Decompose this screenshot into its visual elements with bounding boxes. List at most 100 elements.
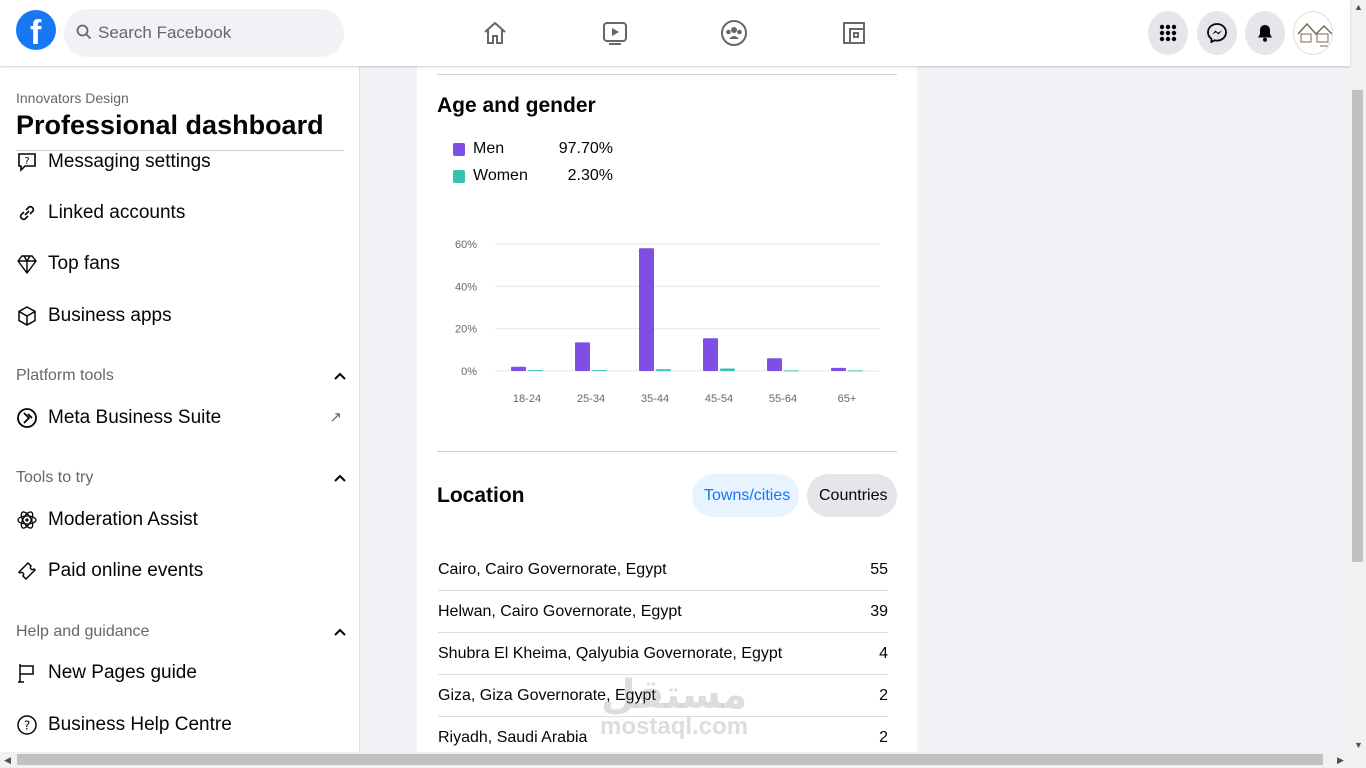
bar-women	[656, 369, 671, 371]
scroll-right-arrow-icon[interactable]: ▶	[1337, 755, 1344, 765]
tab-countries[interactable]: Countries	[807, 474, 897, 517]
svg-text:?: ?	[24, 719, 30, 733]
section-label: Help and guidance	[16, 623, 150, 640]
location-place: Cairo, Cairo Governorate, Egypt	[438, 560, 667, 578]
location-place: Shubra El Kheima, Qalyubia Governorate, …	[438, 644, 783, 662]
sidebar-item-label: New Pages guide	[48, 662, 197, 683]
external-link-icon: ↗	[329, 409, 342, 426]
sidebar-item-moderation-assist[interactable]: Moderation Assist	[16, 502, 346, 538]
horizontal-scrollbar-thumb[interactable]	[17, 754, 1323, 765]
chevron-up-icon[interactable]	[334, 474, 346, 482]
sidebar-divider	[16, 150, 344, 151]
chevron-up-icon[interactable]	[334, 628, 346, 636]
bar-men	[511, 366, 526, 371]
sidebar-item-business-help-centre[interactable]: ? Business Help Centre	[16, 707, 346, 743]
y-tick-label: 20%	[455, 324, 477, 336]
help-icon: ?	[16, 714, 38, 736]
age-gender-bar-chart: 0% 20% 40% 60% 18-24 25-34 35-44 45-54 55-64 65+	[455, 239, 879, 405]
tab-towns-cities[interactable]: Towns/cities	[692, 474, 799, 517]
flag-icon	[16, 662, 38, 684]
menu-grid-icon[interactable]	[1148, 11, 1188, 55]
sidebar-item-label: Top fans	[48, 253, 120, 274]
scroll-up-arrow-icon[interactable]: ▲	[1354, 2, 1363, 12]
x-tick-label: 65+	[838, 393, 857, 405]
scroll-down-arrow-icon[interactable]: ▼	[1354, 740, 1363, 750]
vertical-scrollbar-thumb[interactable]	[1352, 90, 1363, 562]
legend-percent: 97.70%	[558, 140, 613, 157]
search-icon	[76, 24, 92, 40]
section-help-and-guidance[interactable]: Help and guidance	[16, 620, 346, 644]
profile-avatar[interactable]	[1293, 11, 1333, 55]
location-place: Helwan, Cairo Governorate, Egypt	[438, 602, 682, 620]
x-tick-label: 55-64	[769, 393, 797, 405]
bar-women	[848, 370, 863, 372]
sidebar-item-label: Business apps	[48, 305, 172, 326]
search-input[interactable]	[98, 9, 328, 57]
x-tick-label: 25-34	[577, 393, 605, 405]
legend-item-women: Women 2.30%	[453, 166, 613, 186]
svg-text:?: ?	[24, 156, 29, 167]
sidebar-item-paid-online-events[interactable]: Paid online events	[16, 553, 346, 589]
diamond-icon	[16, 253, 38, 275]
section-tools-to-try[interactable]: Tools to try	[16, 466, 346, 490]
sidebar-item-label: Business Help Centre	[48, 714, 232, 735]
link-icon	[16, 202, 38, 224]
location-place: Giza, Giza Governorate, Egypt	[438, 686, 656, 704]
y-tick-label: 60%	[455, 239, 477, 251]
sidebar-item-meta-business-suite[interactable]: Meta Business Suite ↗	[16, 400, 346, 436]
bar-men	[767, 358, 782, 371]
sidebar-item-new-pages-guide[interactable]: New Pages guide	[16, 655, 346, 691]
sidebar-item-messaging-settings[interactable]: ? Messaging settings	[16, 144, 346, 180]
notifications-icon[interactable]	[1245, 11, 1285, 55]
bar-men	[831, 367, 846, 371]
sidebar-item-label: Paid online events	[48, 560, 204, 581]
watermark-url: mostaql.com	[600, 713, 749, 740]
audience-card: Age and gender Men 97.70% Women 2.30% 0%…	[417, 66, 917, 752]
location-row: Riyadh, Saudi Arabia 2	[438, 717, 888, 759]
x-tick-label: 45-54	[705, 393, 733, 405]
home-icon[interactable]	[475, 14, 515, 52]
page-name: Innovators Design	[16, 90, 129, 106]
groups-icon[interactable]	[714, 14, 754, 52]
scroll-left-arrow-icon[interactable]: ◀	[4, 755, 11, 765]
card-divider	[437, 451, 897, 452]
facebook-logo-letter: f	[30, 14, 42, 52]
location-row: Cairo, Cairo Governorate, Egypt 55	[438, 549, 888, 591]
bar-women	[720, 368, 735, 371]
cube-icon	[16, 305, 38, 327]
facebook-logo[interactable]: f	[16, 10, 56, 52]
location-count: 2	[879, 686, 888, 704]
sidebar-item-linked-accounts[interactable]: Linked accounts	[16, 195, 346, 231]
messenger-icon[interactable]	[1197, 11, 1237, 55]
watermark: مستقل mostaql.com	[600, 675, 748, 739]
location-row: Helwan, Cairo Governorate, Egypt 39	[438, 591, 888, 633]
location-count: 4	[879, 644, 888, 662]
bar-men	[639, 248, 654, 371]
sidebar-item-business-apps[interactable]: Business apps	[16, 298, 346, 334]
legend-name: Women	[473, 167, 528, 184]
sidebar-item-label: Moderation Assist	[48, 509, 198, 530]
gaming-icon[interactable]	[834, 14, 874, 52]
legend-name: Men	[473, 140, 505, 157]
watch-icon[interactable]	[595, 14, 635, 52]
legend-swatch-men	[453, 142, 465, 156]
y-tick-label: 0%	[461, 366, 477, 378]
sidebar-item-label: Messaging settings	[48, 151, 211, 172]
page-title: Professional dashboard	[16, 110, 324, 140]
chevron-up-icon[interactable]	[334, 372, 346, 380]
bar-men	[575, 342, 590, 371]
sidebar-item-top-fans[interactable]: Top fans	[16, 246, 346, 282]
x-tick-label: 18-24	[513, 393, 541, 405]
section-platform-tools[interactable]: Platform tools	[16, 364, 346, 388]
sidebar: Innovators Design Professional dashboard…	[0, 66, 360, 752]
location-row: Giza, Giza Governorate, Egypt 2	[438, 675, 888, 717]
bar-men	[703, 338, 718, 371]
sidebar-item-label: Linked accounts	[48, 202, 186, 223]
legend-item-men: Men 97.70%	[453, 139, 613, 159]
ticket-icon	[16, 560, 38, 582]
search-box[interactable]	[64, 9, 344, 57]
top-navigation-bar: f	[0, 0, 1350, 66]
watermark-arabic: مستقل	[600, 673, 748, 717]
legend-percent: 2.30%	[567, 167, 613, 184]
bar-women	[528, 370, 543, 372]
